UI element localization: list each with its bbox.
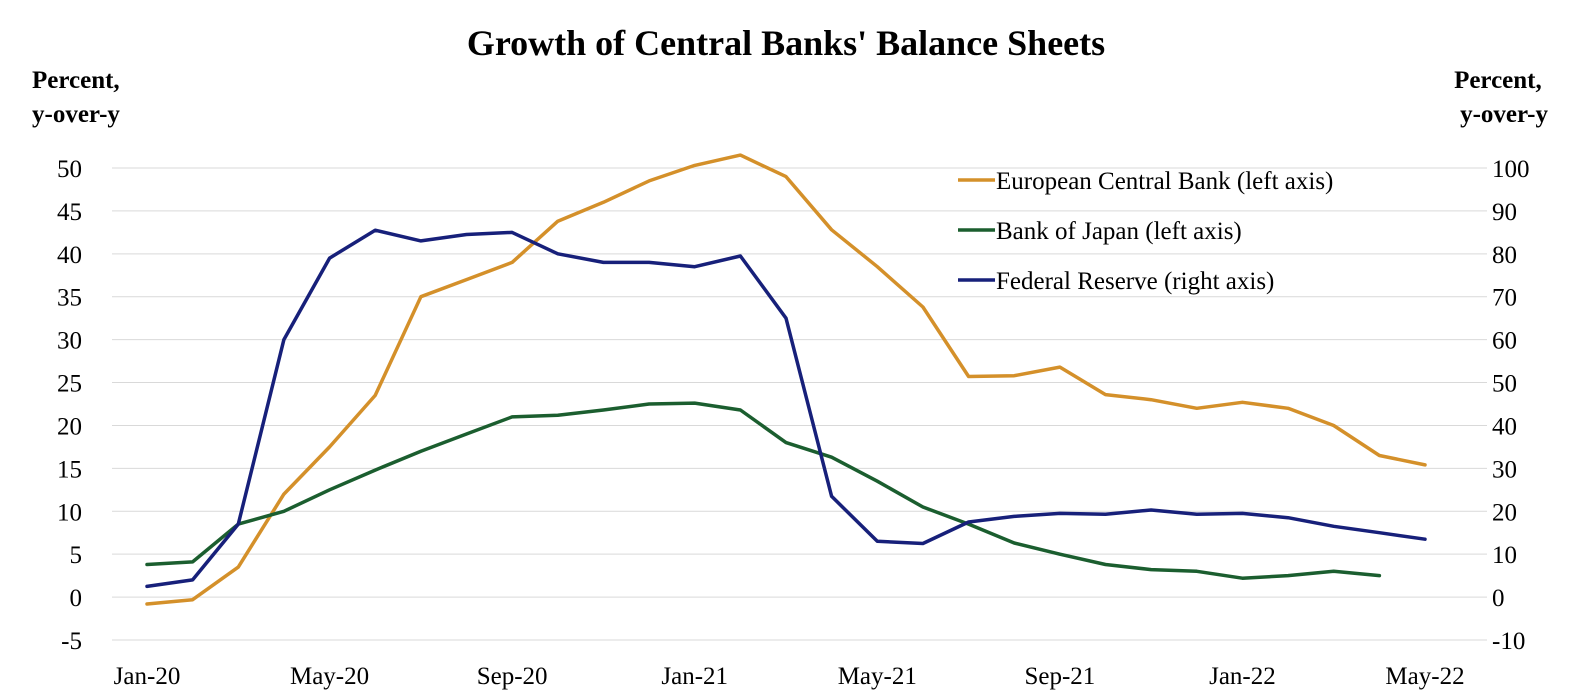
left-tick-label: 5 [70,542,83,569]
right-axis-title: Percent, y-over-y [1454,67,1548,128]
left-axis-title: Percent, y-over-y [32,67,126,128]
x-tick-label: Jan-20 [114,663,181,690]
right-tick-label: 40 [1492,413,1517,440]
left-tick-label: 25 [57,371,82,398]
legend-label: European Central Bank (left axis) [996,168,1333,195]
left-tick-label: 35 [57,285,82,312]
right-tick-label: -10 [1492,628,1525,655]
right-axis-title-line-1: Percent, [1454,67,1542,94]
right-tick-label: 100 [1492,156,1530,183]
x-tick-label: May-20 [290,663,369,690]
right-tick-label: 70 [1492,285,1517,312]
right-axis-title-line-2: y-over-y [1460,101,1548,128]
x-tick-label: May-22 [1385,663,1464,690]
legend-label: Bank of Japan (left axis) [996,218,1242,245]
right-tick-label: 90 [1492,199,1517,226]
x-tick-label: Sep-20 [477,663,548,690]
right-axis-ticks: -10 0 10 20 30 40 50 60 70 80 90 100 [1492,156,1530,655]
left-tick-label: 40 [57,242,82,269]
x-axis-ticks: Jan-20 May-20 Sep-20 Jan-21 May-21 Sep-21 Jan-… [114,663,1465,690]
left-axis-title-line-1: Percent, [32,67,120,94]
right-tick-label: 50 [1492,371,1517,398]
left-tick-label: 10 [57,499,82,526]
legend-label: Federal Reserve (right axis) [996,268,1274,295]
right-tick-label: 20 [1492,499,1517,526]
x-tick-label: Jan-22 [1209,663,1276,690]
left-tick-label: 15 [57,456,82,483]
left-tick-label: 30 [57,328,82,355]
right-tick-label: 30 [1492,456,1517,483]
x-tick-label: Sep-21 [1024,663,1095,690]
x-tick-label: May-21 [838,663,917,690]
right-tick-label: 60 [1492,328,1517,355]
left-tick-label: 0 [70,585,83,612]
left-tick-label: -5 [61,628,82,655]
gridlines [112,167,1487,641]
right-tick-label: 10 [1492,542,1517,569]
right-tick-label: 0 [1492,585,1505,612]
series-line-3 [145,228,1427,589]
right-tick-label: 80 [1492,242,1517,269]
left-tick-label: 20 [57,413,82,440]
left-axis-ticks: -5 0 5 10 15 20 25 30 35 40 45 50 [57,156,82,655]
series-lines [145,153,1427,606]
series-line-1 [145,153,1427,606]
series-line-2 [145,401,1382,580]
chart-title: Growth of Central Banks' Balance Sheets [467,23,1105,63]
left-axis-title-line-2: y-over-y [32,101,120,128]
left-tick-label: 45 [57,199,82,226]
x-tick-label: Jan-21 [661,663,728,690]
left-tick-label: 50 [57,156,82,183]
legend: European Central Bank (left axis) Bank of… [958,168,1333,295]
